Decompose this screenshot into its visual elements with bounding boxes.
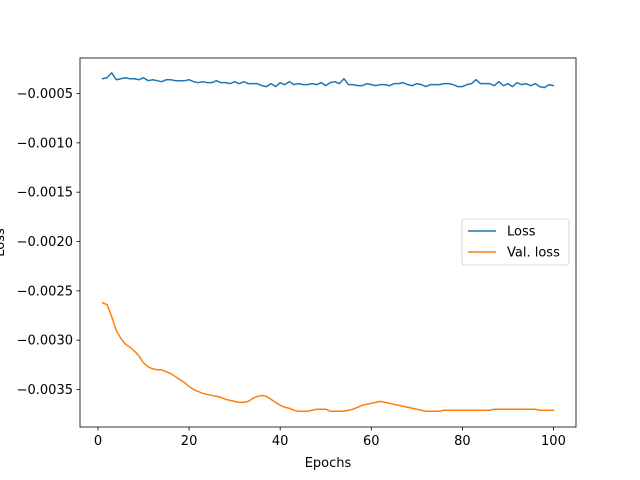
x-tick-label: 100 [541,434,566,449]
x-tick-label: 40 [272,434,289,449]
y-tick-label: −0.0030 [17,334,73,349]
y-axis-title: Loss [0,228,8,257]
y-axis: −0.0005 −0.0010 −0.0015 −0.0020 −0.0025 −0.00… [17,87,80,398]
plot-frame [79,57,577,428]
x-axis: 0 20 40 60 80 100 [94,427,566,449]
y-tick-label: −0.0020 [17,235,73,250]
series-line-val-loss [101,301,555,412]
series-line-loss [101,72,555,89]
x-tick-label: 80 [454,434,471,449]
y-tick-label: −0.0005 [17,87,73,102]
y-tick-label: −0.0015 [17,186,73,201]
y-tick-label: −0.0035 [17,383,73,398]
y-tick-label: −0.0025 [17,284,73,299]
y-tick-label: −0.0010 [17,136,73,151]
x-tick-label: 60 [363,434,380,449]
x-tick-label: 0 [94,434,102,449]
x-tick-label: 20 [181,434,198,449]
legend-label: Val. loss [507,246,560,261]
series-layer [101,72,555,412]
legend-label: Loss [507,225,536,240]
x-axis-title: Epochs [305,456,352,471]
legend: Loss Val. loss [461,218,570,266]
